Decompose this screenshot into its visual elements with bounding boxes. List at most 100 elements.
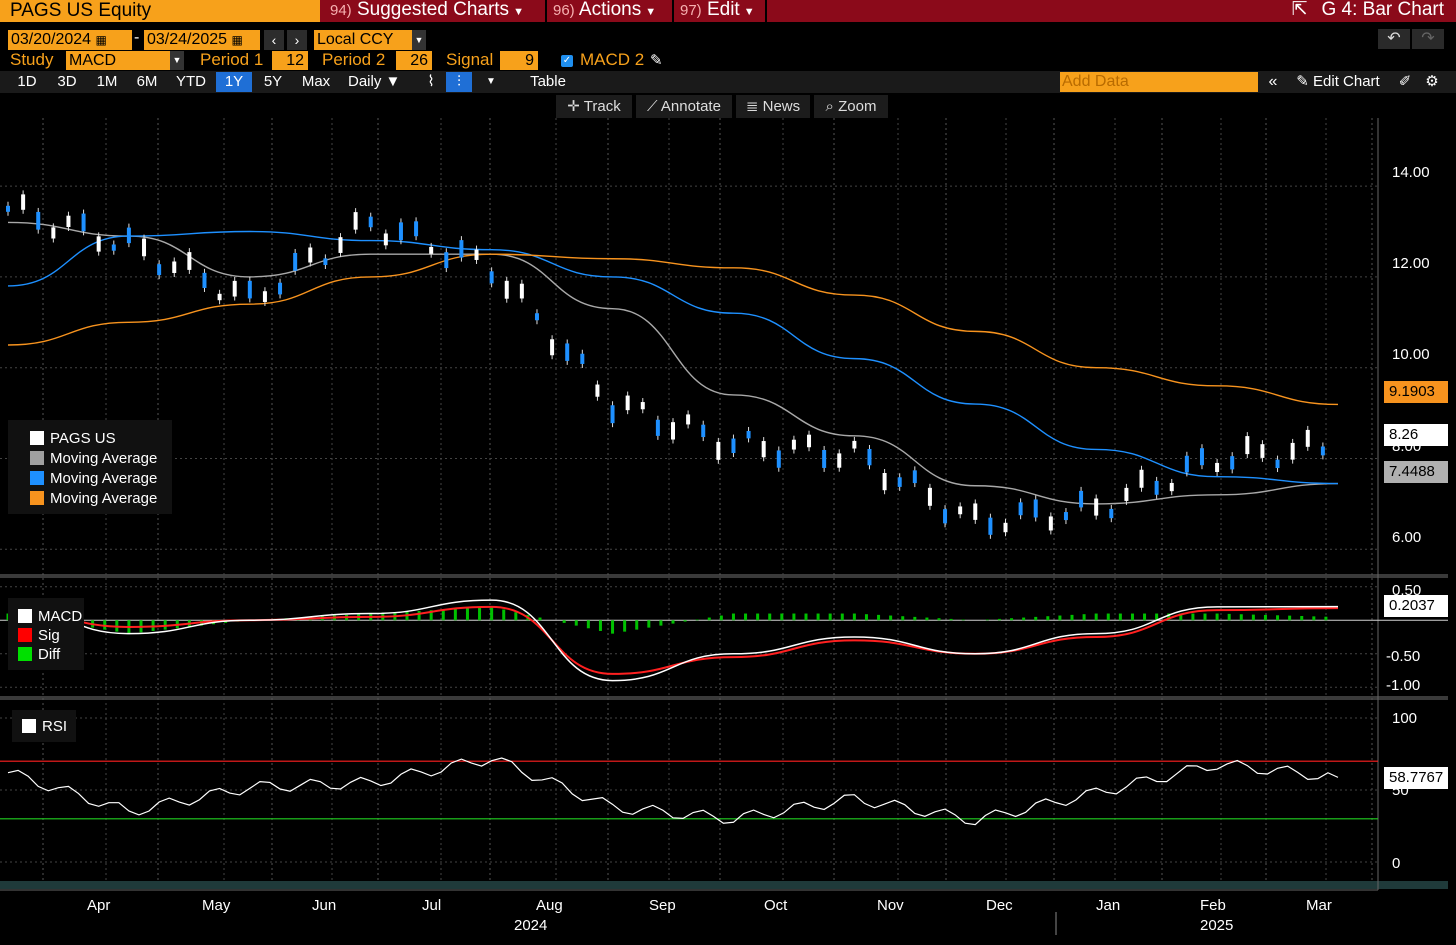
start-date-field[interactable]: 03/20/2024 ▦: [8, 30, 132, 50]
legend-sig[interactable]: Sig: [18, 627, 60, 644]
period-ytd-button[interactable]: YTD: [176, 73, 206, 90]
period2-input[interactable]: 26: [396, 51, 432, 70]
price-candle: [822, 449, 827, 468]
security-ticker[interactable]: PAGS US Equity: [0, 0, 320, 22]
price-candle: [1124, 487, 1129, 501]
price-candle: [444, 252, 449, 269]
macd-diff-bar: [1288, 615, 1292, 621]
chart-type-dropdown-icon[interactable]: ▼: [486, 76, 496, 87]
price-candle: [761, 441, 766, 458]
add-data-input[interactable]: Add Data: [1060, 72, 1258, 92]
table-button[interactable]: Table: [530, 73, 566, 90]
macd-diff-bar: [1276, 615, 1280, 621]
macd-diff-bar: [901, 616, 905, 621]
price-candle: [958, 506, 963, 515]
price-candle: [202, 272, 207, 288]
macd-diff-bar: [1191, 613, 1195, 621]
price-candle: [383, 233, 388, 246]
period-1m-button[interactable]: 1M: [96, 73, 118, 90]
redo-button[interactable]: ↷: [1412, 29, 1444, 49]
suggested-charts-menu[interactable]: 94) Suggested Charts ▼: [330, 0, 524, 22]
study-select[interactable]: MACD ▼: [66, 51, 184, 70]
calendar-icon[interactable]: ▦: [95, 33, 107, 47]
period-6m-button[interactable]: 6M: [136, 73, 158, 90]
undo-button[interactable]: ↶: [1378, 29, 1410, 49]
next-range-button[interactable]: ›: [287, 30, 307, 50]
x-month-label: Jul: [422, 897, 442, 914]
annotate-tool[interactable]: ⟋ Annotate: [636, 95, 732, 118]
collapse-icon[interactable]: «: [1268, 73, 1278, 90]
window-title-text: G 4: Bar Chart: [1321, 0, 1445, 20]
external-link-icon[interactable]: ⇱: [1291, 0, 1308, 20]
bar-chart-icon[interactable]: ⫶: [446, 72, 472, 92]
period-1y-button[interactable]: 1Y: [216, 72, 252, 92]
zoom-tool[interactable]: ⌕ Zoom: [814, 95, 888, 118]
legend-label: Sig: [38, 627, 60, 644]
calendar-icon[interactable]: ▦: [231, 33, 243, 47]
legend-swatch: [30, 471, 44, 485]
legend-ma-gray[interactable]: Moving Average: [30, 450, 157, 467]
macd-diff-bar: [1118, 613, 1122, 621]
end-date-field[interactable]: 03/24/2025 ▦: [144, 30, 260, 50]
frequency-select[interactable]: Daily ▼: [348, 73, 401, 90]
macd-diff-bar: [1227, 613, 1231, 621]
legend-label: Moving Average: [50, 470, 158, 487]
price-candle: [1048, 516, 1053, 531]
legend-macd[interactable]: MACD: [18, 608, 82, 625]
x-month-label: Sep: [649, 897, 676, 914]
last-value-rsi: 58.7767: [1384, 767, 1448, 789]
track-tool[interactable]: ✛ Track: [556, 95, 632, 118]
actions-menu[interactable]: 96) Actions ▼: [553, 0, 656, 22]
gear-icon[interactable]: ⚙: [1425, 73, 1439, 90]
line-chart-icon[interactable]: ⌇: [427, 73, 435, 90]
macd-diff-bar: [611, 620, 615, 634]
price-candle: [1260, 444, 1265, 458]
period-5y-button[interactable]: 5Y: [263, 73, 283, 90]
price-candle: [776, 450, 781, 468]
edit-menu[interactable]: 97) Edit ▼: [680, 0, 755, 22]
caret-down-icon: ▼: [170, 51, 184, 70]
price-candle: [66, 215, 71, 228]
legend-ma-orange[interactable]: Moving Average: [30, 490, 157, 507]
news-tool[interactable]: ≣ News: [736, 95, 810, 118]
macd-diff-bar: [1155, 613, 1159, 621]
news-label: News: [762, 98, 801, 115]
x-month-label: Jun: [312, 897, 337, 914]
x-year-label: 2025: [1200, 917, 1234, 934]
macd-diff-bar: [719, 615, 723, 621]
period1-input[interactable]: 12: [272, 51, 308, 70]
settings-edit-icon[interactable]: ✐: [1398, 73, 1412, 90]
period-1d-button[interactable]: 1D: [17, 73, 37, 90]
macd-checkbox[interactable]: ✓: [561, 55, 573, 67]
macd-diff-bar: [538, 617, 542, 621]
legend-label: Diff: [38, 646, 61, 663]
last-value-macd: 0.2037: [1384, 595, 1448, 617]
macd-diff-bar: [925, 617, 929, 621]
legend-swatch: [18, 628, 32, 642]
legend-pags[interactable]: PAGS US: [30, 430, 116, 447]
edit-chart-button[interactable]: ✎ Edit Chart: [1288, 72, 1388, 92]
pencil-icon[interactable]: ✎: [650, 52, 663, 69]
price-candle: [126, 227, 131, 244]
prev-range-button[interactable]: ‹: [264, 30, 284, 50]
signal-label: Signal: [446, 50, 494, 69]
period-3d-button[interactable]: 3D: [57, 73, 77, 90]
period-max-button[interactable]: Max: [301, 73, 331, 90]
currency-select[interactable]: Local CCY ▼: [314, 30, 426, 50]
price-candle: [459, 240, 464, 258]
annotate-icon: ⟋: [647, 98, 658, 115]
legend-rsi[interactable]: RSI: [22, 718, 67, 735]
signal-input[interactable]: 9: [500, 51, 538, 70]
legend-ma-blue[interactable]: Moving Average: [30, 470, 157, 487]
price-candle: [595, 384, 600, 397]
legend-diff[interactable]: Diff: [18, 646, 60, 663]
price-candle: [51, 227, 56, 239]
macd-diff-bar: [671, 620, 675, 624]
menu-label: Actions: [578, 0, 642, 20]
rsi-line: [7, 757, 1339, 826]
macd-diff-bar: [816, 613, 820, 621]
edit-chart-label: Edit Chart: [1313, 73, 1380, 90]
price-candle: [837, 453, 842, 468]
price-candle: [519, 283, 524, 299]
